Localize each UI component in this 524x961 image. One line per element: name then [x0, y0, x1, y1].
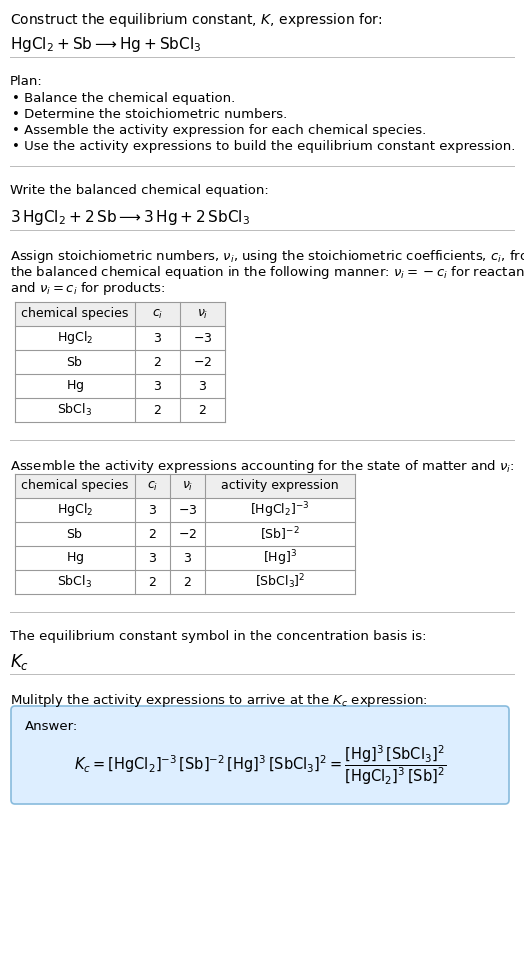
Text: Assign stoichiometric numbers, $\nu_i$, using the stoichiometric coefficients, $: Assign stoichiometric numbers, $\nu_i$, … [10, 248, 524, 265]
Text: 3: 3 [154, 380, 161, 392]
Bar [15, 302, 225, 326]
Bar [15, 302, 225, 422]
Text: Answer:: Answer: [25, 720, 78, 733]
Text: 2: 2 [154, 356, 161, 368]
Text: • Balance the chemical equation.: • Balance the chemical equation. [12, 92, 235, 105]
Text: $3\,\mathrm{HgCl_2} + 2\,\mathrm{Sb} \longrightarrow 3\,\mathrm{Hg} + 2\,\mathrm: $3\,\mathrm{HgCl_2} + 2\,\mathrm{Sb} \lo… [10, 208, 250, 227]
Text: $-2$: $-2$ [193, 356, 212, 368]
Text: • Use the activity expressions to build the equilibrium constant expression.: • Use the activity expressions to build … [12, 140, 516, 153]
Text: $\mathrm{HgCl_2}$: $\mathrm{HgCl_2}$ [57, 502, 93, 519]
Text: $\mathrm{Hg}$: $\mathrm{Hg}$ [66, 550, 84, 566]
Text: 2: 2 [149, 576, 157, 588]
Text: $\mathrm{Hg}$: $\mathrm{Hg}$ [66, 378, 84, 394]
Text: • Assemble the activity expression for each chemical species.: • Assemble the activity expression for e… [12, 124, 426, 137]
Text: $c_i$: $c_i$ [152, 308, 163, 321]
Text: activity expression: activity expression [221, 480, 339, 492]
Text: $\mathrm{SbCl_3}$: $\mathrm{SbCl_3}$ [58, 574, 93, 590]
FancyBboxPatch shape [11, 706, 509, 804]
Text: the balanced chemical equation in the following manner: $\nu_i = -c_i$ for react: the balanced chemical equation in the fo… [10, 264, 524, 281]
Text: $3$: $3$ [198, 380, 207, 392]
Text: $c_i$: $c_i$ [147, 480, 158, 493]
Text: Construct the equilibrium constant, $K$, expression for:: Construct the equilibrium constant, $K$,… [10, 11, 383, 29]
Text: $\nu_i$: $\nu_i$ [197, 308, 208, 321]
Text: $[\mathrm{HgCl_2}]^{-3}$: $[\mathrm{HgCl_2}]^{-3}$ [250, 500, 310, 520]
Text: $-3$: $-3$ [178, 504, 197, 516]
Text: $[\mathrm{Sb}]^{-2}$: $[\mathrm{Sb}]^{-2}$ [260, 526, 300, 543]
Text: 3: 3 [149, 504, 157, 516]
Text: $\mathrm{SbCl_3}$: $\mathrm{SbCl_3}$ [58, 402, 93, 418]
Text: $K_c = [\mathrm{HgCl_2}]^{-3}\,[\mathrm{Sb}]^{-2}\,[\mathrm{Hg}]^{3}\,[\mathrm{S: $K_c = [\mathrm{HgCl_2}]^{-3}\,[\mathrm{… [74, 743, 446, 787]
Text: 2: 2 [149, 528, 157, 540]
Bar [15, 474, 355, 498]
Text: $\mathrm{Sb}$: $\mathrm{Sb}$ [67, 355, 84, 369]
Text: Mulitply the activity expressions to arrive at the $K_c$ expression:: Mulitply the activity expressions to arr… [10, 692, 428, 709]
Text: chemical species: chemical species [21, 308, 129, 321]
Text: $[\mathrm{SbCl_3}]^{2}$: $[\mathrm{SbCl_3}]^{2}$ [255, 573, 305, 591]
Text: $\nu_i$: $\nu_i$ [182, 480, 193, 493]
Text: $3$: $3$ [183, 552, 192, 564]
Text: $\mathrm{HgCl_2}$: $\mathrm{HgCl_2}$ [57, 330, 93, 347]
Text: chemical species: chemical species [21, 480, 129, 492]
Text: $-2$: $-2$ [178, 528, 197, 540]
Text: • Determine the stoichiometric numbers.: • Determine the stoichiometric numbers. [12, 108, 287, 121]
Text: 2: 2 [154, 404, 161, 416]
Text: $2$: $2$ [183, 576, 192, 588]
Text: $-3$: $-3$ [193, 332, 212, 344]
Text: Write the balanced chemical equation:: Write the balanced chemical equation: [10, 184, 269, 197]
Text: The equilibrium constant symbol in the concentration basis is:: The equilibrium constant symbol in the c… [10, 630, 427, 643]
Text: $K_c$: $K_c$ [10, 652, 29, 672]
Text: $\mathrm{Sb}$: $\mathrm{Sb}$ [67, 527, 84, 541]
Text: Assemble the activity expressions accounting for the state of matter and $\nu_i$: Assemble the activity expressions accoun… [10, 458, 515, 475]
Text: $\mathrm{HgCl_2} + \mathrm{Sb} \longrightarrow \mathrm{Hg} + \mathrm{SbCl_3}$: $\mathrm{HgCl_2} + \mathrm{Sb} \longrigh… [10, 35, 201, 54]
Text: $[\mathrm{Hg}]^{3}$: $[\mathrm{Hg}]^{3}$ [263, 548, 297, 568]
Bar [15, 474, 355, 594]
Text: Plan:: Plan: [10, 75, 43, 88]
Text: $2$: $2$ [198, 404, 207, 416]
Text: 3: 3 [149, 552, 157, 564]
Text: 3: 3 [154, 332, 161, 344]
Text: and $\nu_i = c_i$ for products:: and $\nu_i = c_i$ for products: [10, 280, 166, 297]
